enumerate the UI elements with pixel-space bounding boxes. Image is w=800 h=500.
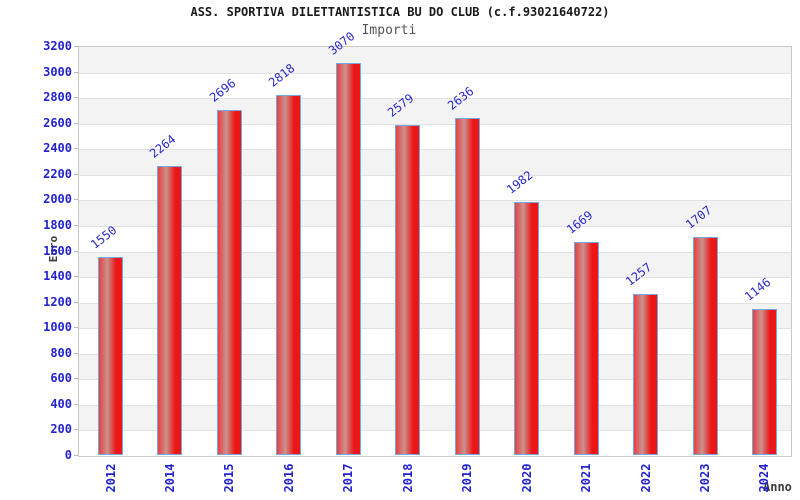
plot-band <box>79 328 791 354</box>
bar <box>395 125 421 455</box>
bar <box>514 201 540 455</box>
y-tick-label: 1800 <box>43 217 72 232</box>
plot-area <box>78 46 792 457</box>
plot-band <box>79 353 791 380</box>
bar <box>573 241 599 455</box>
x-tick-label: 2023 <box>698 463 712 493</box>
y-tick-mark <box>74 429 78 431</box>
plot-band <box>79 277 791 303</box>
y-gridline <box>79 328 791 330</box>
chart-title: ASS. SPORTIVA DILETTANTISTICA BU DO CLUB… <box>190 5 610 19</box>
y-gridline <box>79 302 791 304</box>
y-tick-label: 3200 <box>43 39 72 53</box>
plot-band <box>79 251 791 278</box>
x-tick-label: 2019 <box>460 463 475 493</box>
plot-band <box>79 72 791 99</box>
y-tick-label: 1600 <box>43 243 72 258</box>
bar <box>633 294 659 455</box>
bar <box>216 110 242 455</box>
bar <box>335 62 361 455</box>
y-tick-mark <box>74 327 78 329</box>
y-gridline <box>79 430 791 432</box>
y-gridline <box>79 353 791 355</box>
y-gridline <box>79 98 791 100</box>
y-tick-label: 2200 <box>43 166 72 181</box>
y-gridline <box>79 379 791 381</box>
y-tick-label: 600 <box>50 371 72 386</box>
plot-band <box>79 123 791 150</box>
y-gridline <box>79 200 791 202</box>
plot-band <box>79 430 791 456</box>
y-tick-mark <box>74 122 78 124</box>
bar <box>692 236 718 455</box>
y-tick-label: 1000 <box>43 320 72 335</box>
y-tick-mark <box>74 148 78 150</box>
bar <box>157 165 183 455</box>
plot-band <box>79 149 791 175</box>
y-tick-mark <box>74 224 78 226</box>
x-tick-label: 2021 <box>579 463 594 493</box>
y-tick-label: 3000 <box>43 64 72 79</box>
chart-subtitle: Importi <box>361 23 417 38</box>
bar <box>454 118 480 455</box>
y-tick-mark <box>74 250 78 252</box>
y-gridline <box>79 277 791 279</box>
y-tick-label: 2000 <box>43 192 72 207</box>
x-tick-label: 2015 <box>222 463 237 493</box>
x-tick-label: 2017 <box>341 463 356 493</box>
plot-band <box>79 200 791 226</box>
y-tick-mark <box>74 199 78 201</box>
x-tick-label: 2024 <box>757 463 772 493</box>
y-tick-label: 1400 <box>43 269 72 284</box>
y-tick-mark <box>74 403 78 405</box>
y-tick-mark <box>74 71 78 73</box>
y-tick-mark <box>74 378 78 380</box>
y-gridline <box>79 225 791 227</box>
plot-band <box>79 404 791 431</box>
y-gridline <box>79 149 791 151</box>
y-gridline <box>79 404 791 406</box>
y-tick-label: 1200 <box>43 294 72 309</box>
y-tick-mark <box>74 352 78 354</box>
y-tick-mark <box>74 276 78 278</box>
x-tick-label: 2012 <box>103 463 118 493</box>
x-tick-label: 2016 <box>281 463 296 493</box>
y-tick-label: 2400 <box>43 141 72 156</box>
plot-band <box>79 174 791 201</box>
y-tick-label: 400 <box>50 396 72 411</box>
plot-band <box>79 47 791 73</box>
x-tick-label: 2014 <box>162 463 177 493</box>
x-axis-title: Anno <box>763 480 792 494</box>
x-tick-label: 2022 <box>638 463 653 493</box>
y-tick-label: 800 <box>50 345 72 360</box>
y-tick-label: 0 <box>64 448 72 462</box>
plot-band <box>79 225 791 252</box>
y-tick-mark <box>74 455 78 456</box>
y-tick-mark <box>74 97 78 99</box>
plot-band <box>79 379 791 405</box>
y-gridline <box>79 174 791 176</box>
plot-band <box>79 98 791 124</box>
y-tick-label: 200 <box>50 422 72 437</box>
y-tick-label: 2800 <box>43 90 72 105</box>
x-tick-label: 2018 <box>400 463 415 493</box>
y-tick-mark <box>74 301 78 303</box>
y-gridline <box>79 72 791 74</box>
y-tick-label: 2600 <box>43 115 72 130</box>
y-gridline <box>79 123 791 125</box>
bar <box>98 256 123 455</box>
y-tick-mark <box>74 46 78 47</box>
y-tick-mark <box>74 173 78 175</box>
plot-band <box>79 302 791 329</box>
bar <box>276 94 302 455</box>
x-tick-label: 2020 <box>519 463 534 493</box>
bar <box>751 308 777 455</box>
y-gridline <box>79 251 791 253</box>
